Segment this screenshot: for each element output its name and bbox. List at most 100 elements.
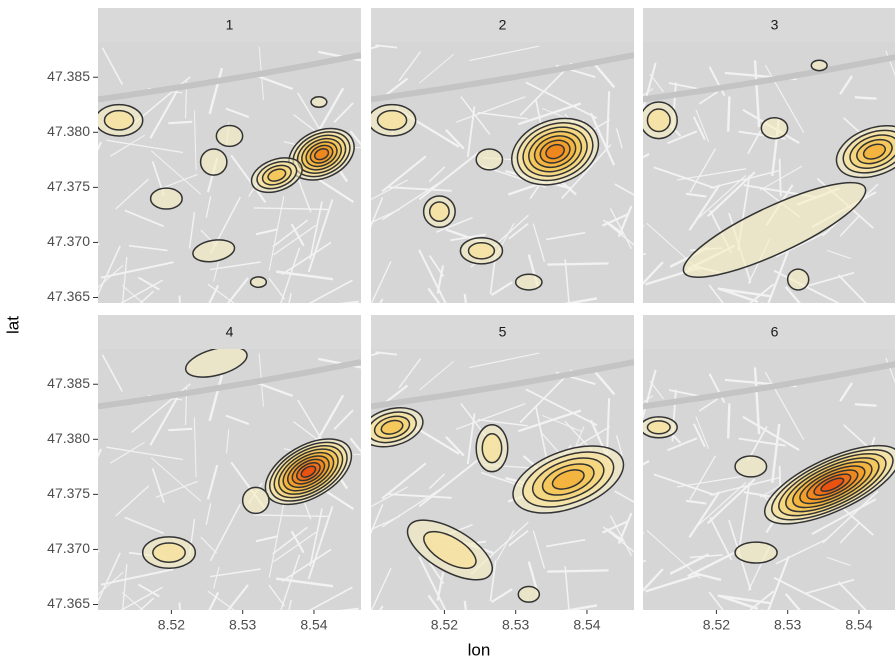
y-axis-title: lat <box>3 316 22 334</box>
street <box>645 573 700 593</box>
density-contour <box>760 116 789 140</box>
x-tick-label: 8.54 <box>845 617 872 633</box>
street <box>692 423 706 448</box>
street <box>742 415 800 451</box>
river <box>98 359 361 410</box>
street <box>309 201 323 260</box>
street <box>764 371 805 440</box>
y-tick-label: 47.370 <box>47 540 90 556</box>
street <box>353 146 361 149</box>
panel <box>371 349 634 610</box>
x-tick-label: 8.53 <box>229 617 256 633</box>
river <box>643 54 895 103</box>
street <box>268 584 286 607</box>
street <box>333 409 354 431</box>
street <box>843 424 869 448</box>
street <box>339 607 359 610</box>
density-contour <box>551 469 585 490</box>
street <box>508 222 529 240</box>
street <box>307 199 334 273</box>
street <box>207 590 235 610</box>
street <box>761 608 764 610</box>
facet-strip <box>371 8 634 42</box>
street <box>668 389 703 398</box>
street <box>469 352 540 369</box>
street <box>709 516 733 561</box>
street <box>784 593 802 610</box>
street <box>208 284 220 303</box>
y-tick-label: 47.380 <box>47 123 90 139</box>
street <box>256 74 294 91</box>
street <box>307 506 334 580</box>
street <box>290 530 305 554</box>
street <box>281 241 332 276</box>
street <box>542 414 583 433</box>
y-tick-label: 47.375 <box>47 178 90 194</box>
density-contour <box>149 187 183 210</box>
street <box>517 102 582 126</box>
street <box>379 605 384 610</box>
street <box>98 448 102 459</box>
street <box>428 473 446 490</box>
y-tick-label: 47.365 <box>47 288 90 304</box>
density-contour <box>517 585 541 603</box>
street <box>230 154 267 204</box>
street <box>601 213 629 227</box>
street <box>314 87 345 138</box>
street <box>109 134 146 157</box>
street <box>115 178 150 210</box>
street <box>726 403 731 439</box>
density-contour <box>249 276 268 289</box>
panel <box>643 42 895 303</box>
street <box>719 287 771 298</box>
street <box>517 409 582 433</box>
street <box>281 548 332 583</box>
street <box>418 152 479 201</box>
street <box>692 116 706 141</box>
street <box>477 111 528 120</box>
street <box>839 521 861 544</box>
street <box>466 106 476 158</box>
street <box>609 208 633 249</box>
street <box>525 388 598 427</box>
street <box>803 271 855 288</box>
facet-strip <box>98 8 361 42</box>
street <box>593 63 616 89</box>
street <box>151 468 165 503</box>
density-contour <box>682 181 867 278</box>
street <box>693 571 722 582</box>
street <box>706 478 756 525</box>
street <box>753 60 761 128</box>
street <box>689 455 717 500</box>
street <box>280 247 301 303</box>
street <box>115 485 150 517</box>
facet-label: 6 <box>771 324 779 340</box>
street <box>837 274 867 303</box>
street <box>168 120 193 125</box>
density-contour <box>103 109 135 131</box>
density-contour <box>514 273 543 291</box>
street <box>803 578 855 595</box>
street <box>564 259 570 303</box>
street <box>519 369 573 424</box>
street <box>308 586 353 610</box>
street <box>614 183 634 196</box>
street <box>200 536 218 554</box>
street <box>508 529 529 547</box>
street <box>771 423 781 483</box>
street <box>547 262 609 266</box>
street <box>225 107 250 119</box>
street <box>669 553 710 575</box>
street <box>436 572 445 601</box>
street <box>98 571 124 596</box>
street <box>122 285 144 303</box>
street <box>427 287 441 303</box>
street <box>667 130 698 145</box>
panel <box>98 349 361 610</box>
street <box>463 293 467 303</box>
street <box>685 192 707 198</box>
street <box>371 504 384 535</box>
street <box>98 245 121 296</box>
street <box>519 62 573 117</box>
